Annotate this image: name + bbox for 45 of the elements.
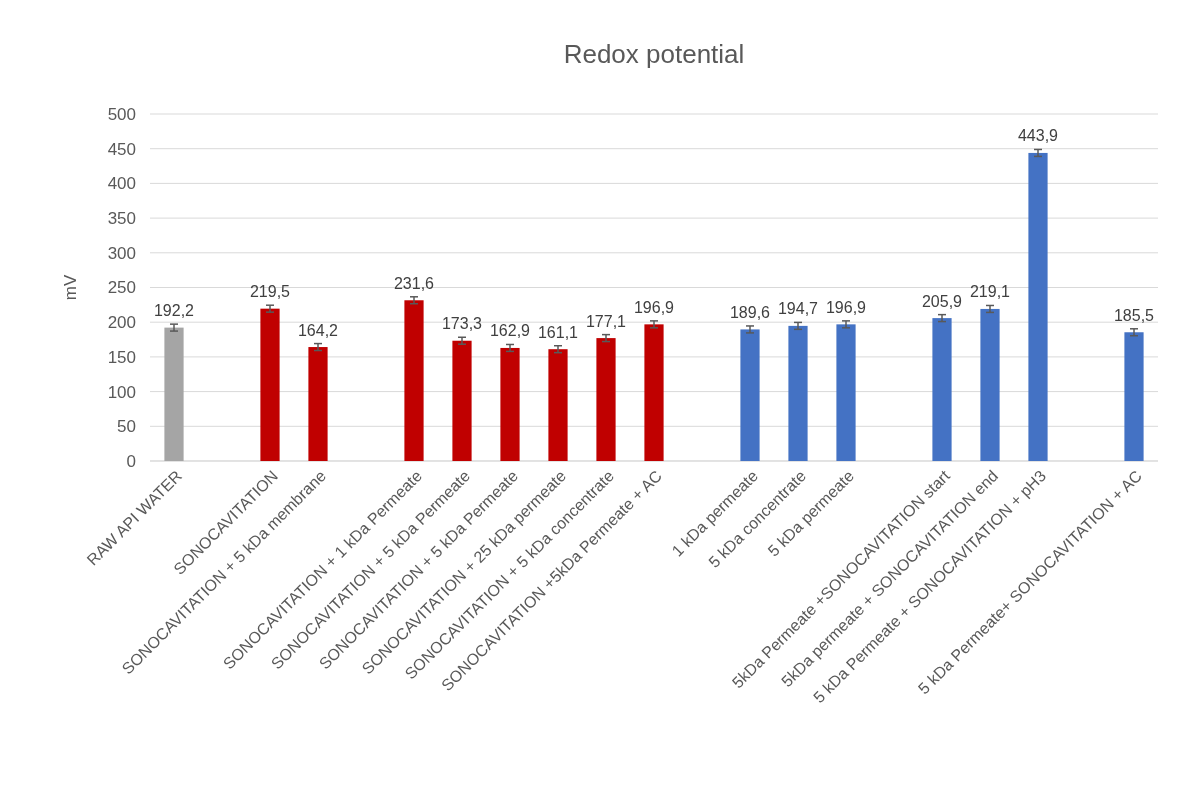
data-label: 194,7 — [777, 300, 819, 318]
bar — [932, 318, 952, 461]
y-tick-label: 400 — [107, 174, 136, 194]
y-tick-label: 500 — [107, 104, 136, 124]
y-tick-label: 150 — [107, 347, 136, 367]
data-label: 164,2 — [297, 321, 339, 339]
data-label: 196,9 — [825, 298, 867, 316]
y-tick-label: 300 — [107, 243, 136, 263]
data-label: 196,9 — [633, 298, 675, 316]
bar — [1028, 152, 1048, 461]
bar — [788, 325, 808, 461]
data-label: 219,5 — [249, 283, 291, 301]
data-label: 173,3 — [441, 315, 483, 333]
y-tick-label: 200 — [107, 313, 136, 333]
bar — [404, 300, 424, 461]
chart-title: Redox potential — [563, 39, 745, 69]
bar — [740, 329, 760, 461]
data-label: 443,9 — [1017, 127, 1059, 145]
bar — [836, 324, 856, 461]
data-label: 192,2 — [153, 302, 195, 320]
bar — [980, 308, 1000, 461]
data-label: 231,6 — [393, 274, 435, 292]
data-label: 162,9 — [489, 322, 531, 340]
y-tick-label: 100 — [107, 382, 136, 402]
data-label: 189,6 — [729, 303, 771, 321]
data-label: 185,5 — [1113, 306, 1155, 324]
bar — [548, 349, 568, 461]
y-tick-label: 350 — [107, 209, 136, 229]
bar — [164, 327, 184, 461]
data-label: 205,9 — [921, 292, 963, 310]
data-label: 219,1 — [969, 283, 1011, 301]
y-axis-title: mV — [61, 274, 80, 301]
bar — [452, 340, 472, 461]
y-tick-label: 450 — [107, 139, 136, 159]
bar — [500, 347, 520, 461]
data-label: 161,1 — [537, 323, 579, 341]
data-label: 177,1 — [585, 312, 627, 330]
bar — [260, 308, 280, 461]
y-tick-label: 250 — [107, 278, 136, 298]
y-tick-label: 50 — [117, 417, 136, 437]
y-tick-label: 0 — [126, 451, 136, 471]
bar — [308, 347, 328, 461]
bar — [644, 324, 664, 461]
bar — [596, 338, 616, 461]
bar — [1124, 332, 1144, 461]
